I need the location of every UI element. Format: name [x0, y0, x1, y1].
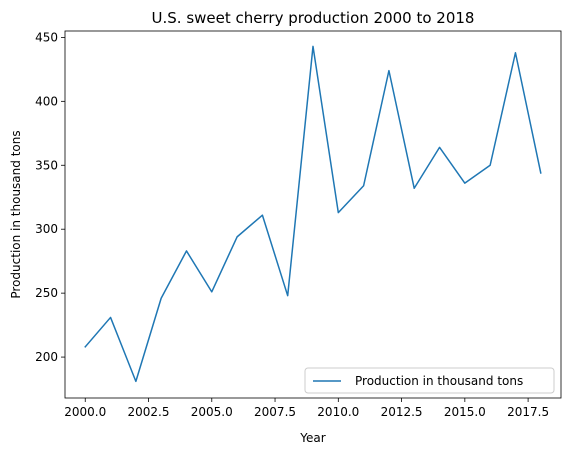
x-tick-label: 2005.0: [191, 405, 233, 419]
x-tick-label: 2002.5: [128, 405, 170, 419]
y-axis-label: Production in thousand tons: [9, 130, 23, 298]
y-tick-label: 300: [35, 222, 58, 236]
x-axis-label: Year: [299, 431, 325, 445]
x-tick-label: 2007.5: [254, 405, 296, 419]
x-tick-label: 2010.0: [317, 405, 359, 419]
x-tick-label: 2017.5: [507, 405, 549, 419]
y-tick-label: 250: [35, 286, 58, 300]
x-tick-label: 2015.0: [444, 405, 486, 419]
legend-box: [304, 367, 555, 394]
y-tick-label: 400: [35, 94, 58, 108]
plot-frame: [64, 30, 562, 399]
y-tick-label: 450: [35, 30, 58, 44]
y-tick-label: 350: [35, 158, 58, 172]
series-layer: [84, 45, 542, 383]
series-line: [84, 45, 542, 383]
x-tick-label: 2012.5: [381, 405, 423, 419]
legend: Production in thousand tons: [304, 367, 555, 394]
y-axis-ticks: 200 250 300 350 400 450: [35, 30, 65, 364]
legend-label: Production in thousand tons: [355, 374, 523, 388]
x-axis-ticks: 2000.0 2002.5 2005.0 2007.5 2010.0 2012.5 2015…: [64, 398, 549, 419]
y-tick-label: 200: [35, 350, 58, 364]
chart-title: U.S. sweet cherry production 2000 to 201…: [152, 9, 475, 27]
x-tick-label: 2000.0: [64, 405, 106, 419]
